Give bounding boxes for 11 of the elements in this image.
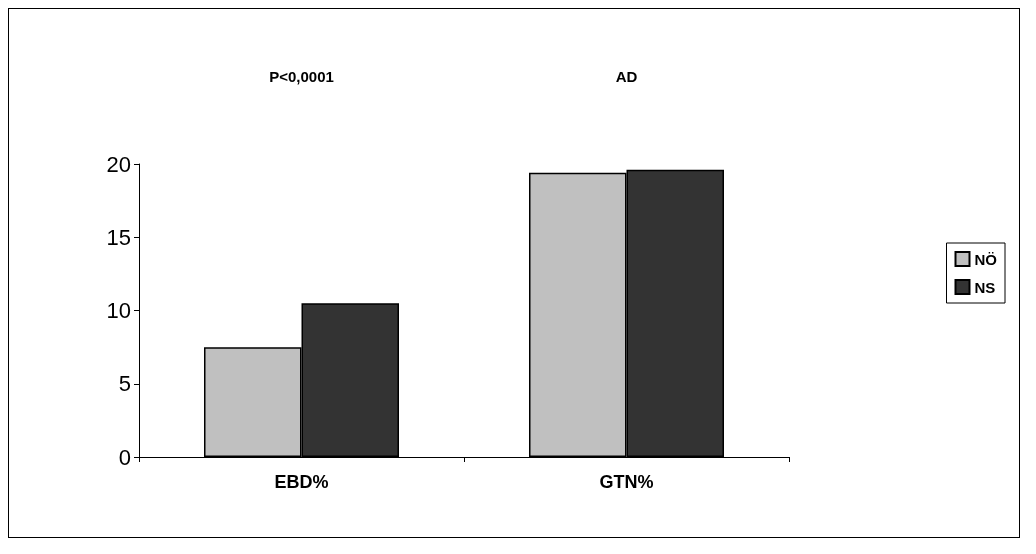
y-tick-label: 20 [106, 151, 131, 177]
y-tick-label: 10 [106, 298, 131, 323]
y-tick-label: 5 [118, 371, 131, 397]
x-tick-label: GTN% [599, 472, 654, 492]
legend-label: NS [974, 278, 996, 296]
legend-label: NÖ [974, 250, 998, 268]
x-tick-label: EBD% [274, 472, 329, 492]
y-tick-label: 15 [106, 224, 131, 250]
text: AD [615, 68, 638, 85]
y-tick-label: 0 [118, 444, 131, 470]
text: P<0,0001 [269, 68, 334, 85]
